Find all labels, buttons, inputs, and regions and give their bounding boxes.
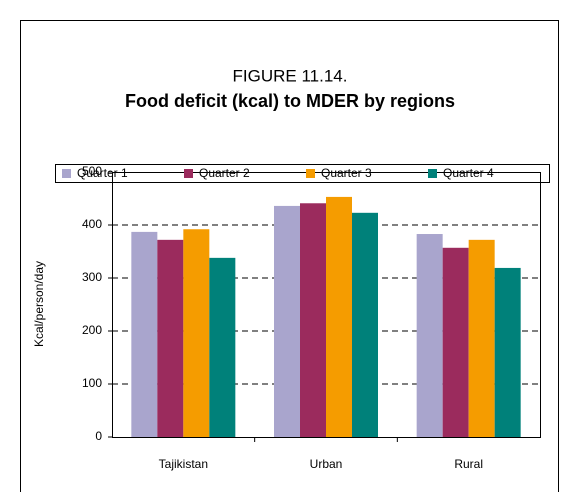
bar: [494, 267, 521, 437]
bar: [326, 196, 352, 437]
x-tick-label: Urban: [310, 457, 343, 471]
bar: [157, 239, 184, 437]
bar: [274, 205, 300, 437]
legend-label: Quarter 3: [321, 166, 372, 180]
legend-swatch: [184, 169, 193, 178]
x-tick-label: Rural: [454, 457, 483, 471]
legend-label: Quarter 1: [77, 166, 128, 180]
chart-title: Food deficit (kcal) to MDER by regions: [125, 91, 455, 111]
frame: [20, 20, 559, 492]
x-tick-label: Tajikistan: [159, 457, 208, 471]
bar: [183, 229, 210, 437]
bar: [352, 212, 378, 437]
bar: [131, 231, 158, 437]
plot-frame: [112, 172, 541, 438]
y-tick-label: 500: [82, 164, 102, 178]
bar: [442, 247, 469, 437]
legend-swatch: [62, 169, 71, 178]
y-tick-label: 0: [95, 429, 102, 443]
legend-swatch: [306, 169, 315, 178]
bar: [468, 239, 495, 437]
legend: [55, 164, 550, 183]
y-axis-label: Kcal/person/day: [32, 261, 46, 347]
figure-label: FIGURE 11.14.: [233, 66, 348, 85]
bar: [209, 257, 236, 437]
legend-swatch: [428, 169, 437, 178]
bar: [416, 234, 443, 437]
y-tick-label: 200: [82, 323, 102, 337]
legend-label: Quarter 4: [443, 166, 494, 180]
y-tick-label: 400: [82, 217, 102, 231]
y-tick-label: 100: [82, 376, 102, 390]
legend-label: Quarter 2: [199, 166, 250, 180]
bar: [300, 203, 326, 437]
y-tick-label: 300: [82, 270, 102, 284]
